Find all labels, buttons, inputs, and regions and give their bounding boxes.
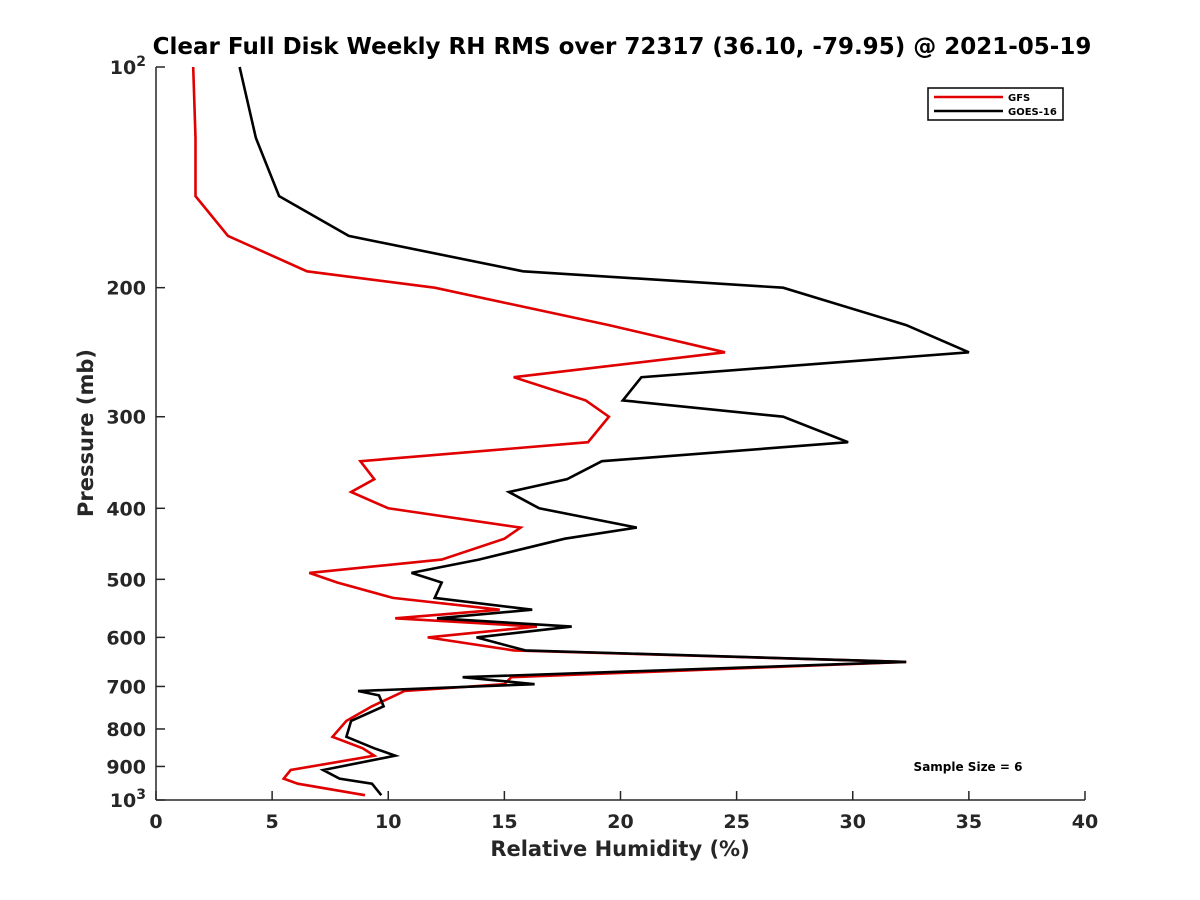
x-axis-label: Relative Humidity (%) [490, 837, 749, 861]
y-tick-label: 103 [110, 787, 146, 812]
chart-title: Clear Full Disk Weekly RH RMS over 72317… [153, 34, 1092, 60]
legend-label-goes-16: GOES-16 [1008, 107, 1057, 118]
plot-area [156, 67, 1085, 800]
series-line-gfs [191, 66, 907, 797]
sample-size-annotation: Sample Size = 6 [914, 760, 1023, 774]
x-tick-label: 40 [1072, 811, 1098, 833]
x-tick-label: 25 [723, 811, 749, 833]
y-tick-label: 500 [106, 569, 146, 591]
y-tick-label: 700 [106, 676, 146, 698]
legend: GFS GOES-16 [927, 87, 1064, 121]
legend-box [927, 87, 1064, 121]
x-tick-label: 5 [266, 811, 279, 833]
x-tick-label: 10 [375, 811, 401, 833]
x-tick-label: 20 [607, 811, 633, 833]
x-tick-label: 15 [491, 811, 517, 833]
y-tick-label: 400 [106, 498, 146, 520]
y-tick-label: 300 [106, 407, 146, 429]
x-tick-label: 0 [149, 811, 162, 833]
series-line-goes-16 [238, 66, 970, 797]
series-group [191, 66, 970, 797]
y-axis-label: Pressure (mb) [74, 349, 98, 517]
x-tick-label: 35 [956, 811, 982, 833]
y-tick-label: 900 [106, 756, 146, 778]
y-tick-label: 800 [106, 719, 146, 741]
y-tick-label: 600 [106, 627, 146, 649]
y-tick-label: 200 [106, 278, 146, 300]
y-axis-ticks: 102 200 300 400 500 600 700 800 900 103 [106, 54, 165, 812]
y-tick-label: 102 [110, 54, 146, 79]
x-tick-label: 30 [840, 811, 866, 833]
legend-label-gfs: GFS [1008, 93, 1030, 104]
x-axis-ticks: 0 5 10 15 20 25 30 35 40 [149, 791, 1098, 833]
